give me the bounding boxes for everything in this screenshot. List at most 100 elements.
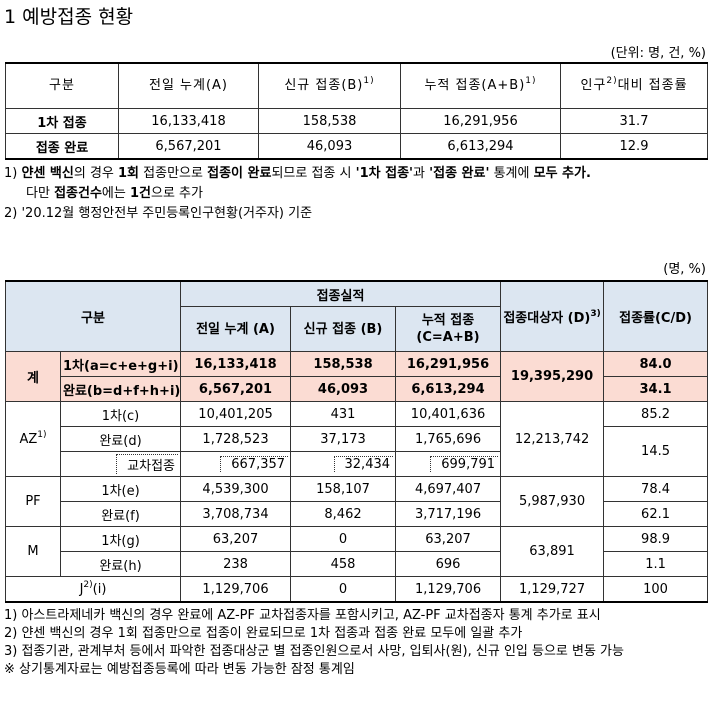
table-row: 전일 누계 (A) 신규 접종 (B) 누적 접종 (C=A+B) [6,306,708,352]
cell: J2)(i) [4,576,182,603]
table-row: PF 1차(e) 4,539,300 158,107 4,697,407 5,987,93… [5,476,709,527]
cell: 32,434 [290,451,397,477]
detail-table: 구분 접종실적 접종대상자 (D)3) 접종률(C/D) 전일 누계 (A) 신… [4,280,709,603]
note-text: 에는 [101,186,130,201]
cell: 3,708,734 [180,501,292,527]
header-text: 구분 [49,78,75,93]
table-row: 완료(h) 238 458 696 1.1 [6,551,709,577]
cell: 63,891 [500,526,605,577]
cell: 1,129,706 [395,576,502,603]
cell: 16,133,418 [180,351,292,377]
cell: 1,129,706 [180,576,292,603]
cell: 98.9 [603,526,709,552]
header-cell: 접종실적 [180,280,502,307]
note-line: ※ 상기통계자료는 예방접종등록에 따라 변동 가능한 잠정 통계임 [4,662,355,677]
cell: 5,987,930 [500,476,605,527]
cell: 431 [290,401,397,427]
note-text: 으로 추가 [150,186,203,201]
note-line: 1) 아스트라제네카 백신의 경우 완료에 AZ-PF 교차접종자를 포함시키고… [4,608,601,623]
note-text: 접종건수 [54,186,102,201]
header-cell: 신규 접종 (B) [290,306,397,352]
cell: 1.1 [603,551,709,577]
cell: 12.9 [560,133,708,160]
cell: 158,538 [258,108,401,134]
element: 구분 접종실적 접종대상자 (D)3) 접종률(C/D) 전일 누계 (A) 신… [4,280,709,352]
cell: 19,395,290 [500,351,605,402]
note-text: 모두 추가. [533,166,591,181]
note-text: 접종이 완료 [207,166,272,181]
note-text: 통계에 [489,166,534,181]
cell: 34.1 [603,376,709,402]
cell: 63,207 [395,526,502,552]
cell: 6,567,201 [118,133,259,160]
cell: 교차접종 [59,451,182,477]
superscript: 3) [590,309,601,319]
note-line: 1) 얀센 백신의 경우 1회 접종만으로 접종이 완료되므로 접종 시 '1차… [4,164,704,184]
header-text: 1) [525,76,537,86]
cell: 37,173 [290,426,397,452]
note-line: 다만 접종건수에는 1건으로 추가 [4,184,704,204]
header-cell: 구분 [5,62,119,109]
cell: 완료(h) [59,551,182,577]
row-label: 접종 완료 [5,133,119,160]
note-text: 의 경우 [73,166,119,181]
cell: 16,291,956 [395,351,502,377]
cell: 16,133,418 [118,108,259,134]
note-text: 2) '20.12월 행정안전부 주민등록인구현황(거주자) 기준 [4,206,313,221]
cell: 158,107 [290,476,397,502]
header-cell: 접종대상자 (D)3) [500,280,605,352]
cell: AZ1) [5,401,61,477]
header-cell: 구분 [4,280,182,352]
text: 접종대상자 (D) [503,311,591,326]
unit-label: (명, %) [663,262,706,277]
cell: 1차(e) [59,476,182,502]
note-text: 접종만으로 [139,166,208,181]
table-row: 구분 전일 누계(A) 신규 접종(B)1) 누적 접종(A+B)1) 인구2)대비 접… [5,62,708,109]
cell: 667,357 [180,451,292,477]
cell: 31.7 [560,108,708,134]
title: 1 예방접종 현황 [4,6,134,28]
cell: 6,613,294 [400,133,561,160]
note-text: 얀센 백신 [21,166,74,181]
cell: 699,791 [395,451,502,477]
cell: 1차(a=c+e+g+i) [59,351,182,377]
cell: 14.5 [603,426,709,477]
table-row: AZ1) 1차(c) 10,401,205 431 10,401,636 12,213,7… [5,401,709,477]
table-row: 완료(b=d+f+h+i) 6,567,201 46,093 6,613,294 34.… [6,376,709,402]
note-text: 과 [413,166,430,181]
cell: 완료(b=d+f+h+i) [59,376,182,402]
table-row: 구분 접종실적 접종대상자 (D)3) 접종률(C/D) [4,280,709,352]
cell: 4,697,407 [395,476,502,502]
text: J [79,581,84,597]
element: 계 1차(a=c+e+g+i) 16,133,418 158,538 16,291,95… [4,351,709,603]
note-text: 다만 [26,186,55,201]
note-text: 1회 [118,166,140,181]
text: AZ [19,431,38,447]
cell: 84.0 [603,351,709,377]
note-line: 2) '20.12월 행정안전부 주민등록인구현황(거주자) 기준 [4,204,704,224]
cell: 46,093 [258,133,401,160]
cell: 8,462 [290,501,397,527]
header-cell: 신규 접종(B)1) [258,62,401,109]
cell: PF [5,476,61,527]
text: 32,434 [333,456,394,472]
cell: 78.4 [603,476,709,502]
note-text: '1차 접종' [355,166,414,181]
text: 교차접종 [116,454,179,474]
cell: 100 [603,576,709,603]
note-line: 2) 얀센 백신의 경우 1회 접종만으로 접종이 완료되므로 1차 접종과 접… [4,626,523,641]
superscript: 2) [83,579,93,590]
note-text: 1) [4,166,22,181]
note-line: 3) 접종기관, 관계부처 등에서 파악한 접종대상군 별 접종인원으로서 사망… [4,644,624,659]
cell: 6,567,201 [180,376,292,402]
cell: 1,129,727 [500,576,605,603]
header-cell: 누적 접종(A+B)1) [400,62,561,109]
cell: 1차(g) [59,526,182,552]
cell: 12,213,742 [500,401,605,477]
table-row: 1차 접종 16,133,418 158,538 16,291,956 31.7 [5,108,708,134]
element: 구분 전일 누계(A) 신규 접종(B)1) 누적 접종(A+B)1) 인구2)대비 접… [5,62,708,109]
summary-table: 구분 전일 누계(A) 신규 접종(B)1) 누적 접종(A+B)1) 인구2)대비 접… [5,62,708,160]
note-text: 되므로 접종 시 [271,166,356,181]
table-row: 교차접종 667,357 32,434 699,791 [6,451,708,477]
